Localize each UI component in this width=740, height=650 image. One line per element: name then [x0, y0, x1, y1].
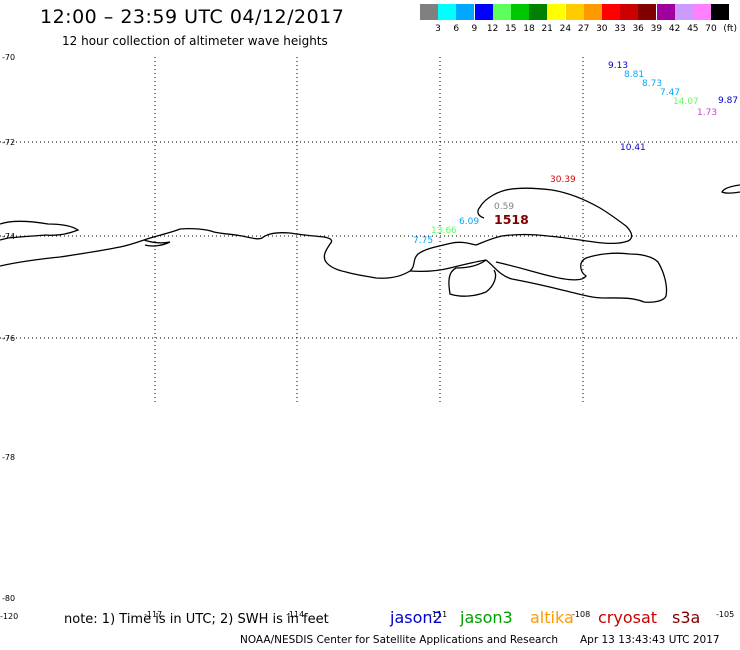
legend-label: 21	[541, 24, 553, 34]
lon-label: -117	[144, 610, 162, 619]
lon-label: -120	[0, 612, 18, 621]
legend-swatch	[420, 4, 438, 20]
legend-swatch	[583, 4, 602, 20]
legend-label: 33	[614, 24, 626, 34]
satellite-name: jason3	[460, 608, 513, 627]
legend-label: 15	[505, 24, 517, 34]
legend-label: 30	[596, 24, 608, 34]
legend-swatch	[438, 4, 457, 20]
lat-label: -78	[2, 453, 15, 462]
legend-label: 6	[453, 24, 460, 34]
legend-swatch	[693, 4, 711, 20]
page-subtitle: 12 hour collection of altimeter wave hei…	[62, 34, 328, 48]
legend-swatch	[602, 4, 620, 20]
legend-label: 36	[632, 24, 644, 34]
wave-height-value: 8.73	[642, 79, 662, 89]
satellite-name: jason2	[390, 608, 443, 627]
legend-swatch	[492, 4, 511, 20]
lat-label: -70	[2, 53, 15, 62]
legend-swatch	[474, 4, 493, 20]
legend-swatch	[674, 4, 693, 20]
wave-height-value: 14.07	[673, 97, 699, 107]
legend-swatch	[620, 4, 639, 20]
legend-unit: (ft)	[723, 24, 737, 34]
wave-height-value: 30.39	[550, 175, 576, 185]
satellite-name: cryosat	[598, 608, 658, 627]
satellite-name: s3a	[672, 608, 701, 627]
page-title: 12:00 – 23:59 UTC 04/12/2017	[40, 6, 345, 28]
wave-height-value: 8.81	[624, 70, 644, 80]
legend-swatch	[656, 4, 675, 20]
legend-swatch	[711, 4, 730, 20]
legend-label: 9	[471, 24, 478, 34]
lon-label: -114	[286, 610, 304, 619]
legend-label: 45	[687, 24, 699, 34]
wave-height-value: 7.47	[660, 88, 680, 98]
lon-label: -108	[572, 610, 590, 619]
lat-label: -76	[2, 334, 15, 343]
wave-height-value: 13.66	[431, 226, 457, 236]
legend-label: 24	[559, 24, 572, 34]
lon-label: -111	[429, 610, 447, 619]
lat-label: -72	[2, 138, 15, 147]
wave-height-value: 6.09	[459, 217, 479, 227]
wave-height-value: 0.59	[494, 202, 514, 212]
axis-labels: -70 -72 -74 -76 -78 -80 -120 -117 -114 -…	[0, 53, 734, 621]
lat-label: -74	[2, 232, 15, 241]
wave-height-value: 7.75	[413, 236, 433, 246]
legend-swatch	[638, 4, 657, 20]
graticule	[0, 57, 740, 405]
coastline	[0, 184, 740, 303]
legend-label: 18	[523, 24, 535, 34]
wave-height-value: 1518	[494, 212, 529, 227]
legend-swatch	[511, 4, 529, 20]
legend-swatch	[547, 4, 566, 20]
lon-label: -105	[716, 610, 734, 619]
legend-swatch	[456, 4, 475, 20]
wave-height-value: 9.13	[608, 61, 628, 71]
legend-label: 12	[486, 24, 499, 34]
satellite-name: altika	[530, 608, 574, 627]
legend-swatch	[565, 4, 584, 20]
legend-label: 42	[668, 24, 681, 34]
lat-label: -80	[2, 594, 15, 603]
legend-label: 27	[577, 24, 590, 34]
legend-label: 70	[705, 24, 717, 34]
timestamp: Apr 13 13:43:43 UTC 2017	[580, 634, 720, 646]
legend-swatch	[529, 4, 548, 20]
legend-label: 3	[435, 24, 441, 34]
units-note: note: 1) Time is in UTC; 2) SWH is in fe…	[64, 612, 329, 627]
wave-height-value: 1.73	[697, 108, 717, 118]
wave-height-value: 10.41	[620, 143, 646, 153]
credit-text: NOAA/NESDIS Center for Satellite Applica…	[240, 634, 558, 646]
legend-label: 39	[650, 24, 663, 34]
wave-height-value: 9.87	[718, 96, 738, 106]
